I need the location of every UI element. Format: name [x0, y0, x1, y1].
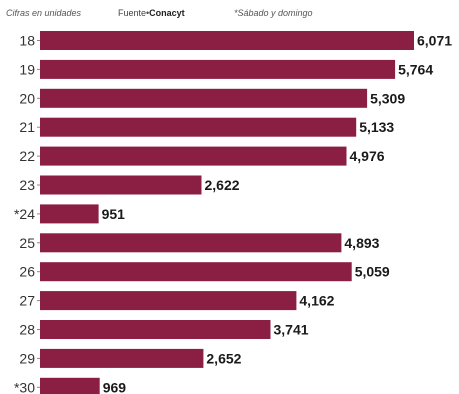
bar	[40, 262, 352, 282]
bar	[40, 320, 271, 339]
bar	[40, 59, 396, 79]
category-label: 21	[19, 119, 35, 135]
bar	[40, 233, 342, 253]
source-note: Fuente•Conacyt	[118, 8, 185, 18]
bar	[40, 31, 414, 50]
category-label: 23	[19, 177, 35, 193]
category-label: 27	[19, 293, 35, 309]
value-label: 2,622	[205, 177, 240, 193]
category-label: 28	[19, 322, 35, 338]
value-label: 4,162	[299, 293, 334, 309]
value-label: 5,764	[398, 61, 433, 77]
category-label: *24	[14, 206, 35, 222]
value-label: 951	[102, 206, 126, 222]
category-label: 19	[19, 61, 35, 77]
category-label: 22	[19, 148, 35, 164]
value-label: 5,133	[359, 119, 394, 135]
bar	[40, 117, 357, 137]
bar	[40, 175, 202, 195]
value-label: 6,071	[417, 33, 452, 49]
category-label: 18	[19, 33, 35, 49]
category-label: 29	[19, 350, 35, 366]
source-prefix: Fuente•	[118, 8, 150, 18]
category-label: 25	[19, 235, 35, 251]
bar	[40, 146, 347, 166]
value-label: 5,059	[355, 264, 390, 280]
bar	[40, 88, 368, 108]
value-label: 5,309	[370, 90, 405, 106]
bar	[40, 291, 297, 311]
bar	[40, 204, 99, 224]
category-label: *30	[14, 379, 35, 394]
source-name: Conacyt	[149, 8, 185, 18]
value-label: 4,976	[350, 148, 385, 164]
value-label: 2,652	[206, 350, 241, 366]
category-label: 20	[19, 90, 35, 106]
value-label: 4,893	[344, 235, 379, 251]
bar	[40, 348, 204, 368]
weekend-note: *Sábado y domingo	[234, 8, 313, 18]
value-label: 969	[103, 379, 127, 394]
bar	[40, 377, 100, 394]
units-note: Cifras en unidades	[6, 8, 82, 18]
chart-notes: Cifras en unidades Fuente•Conacyt *Sábad…	[6, 8, 456, 22]
category-label: 26	[19, 264, 35, 280]
value-label: 3,741	[274, 322, 309, 338]
